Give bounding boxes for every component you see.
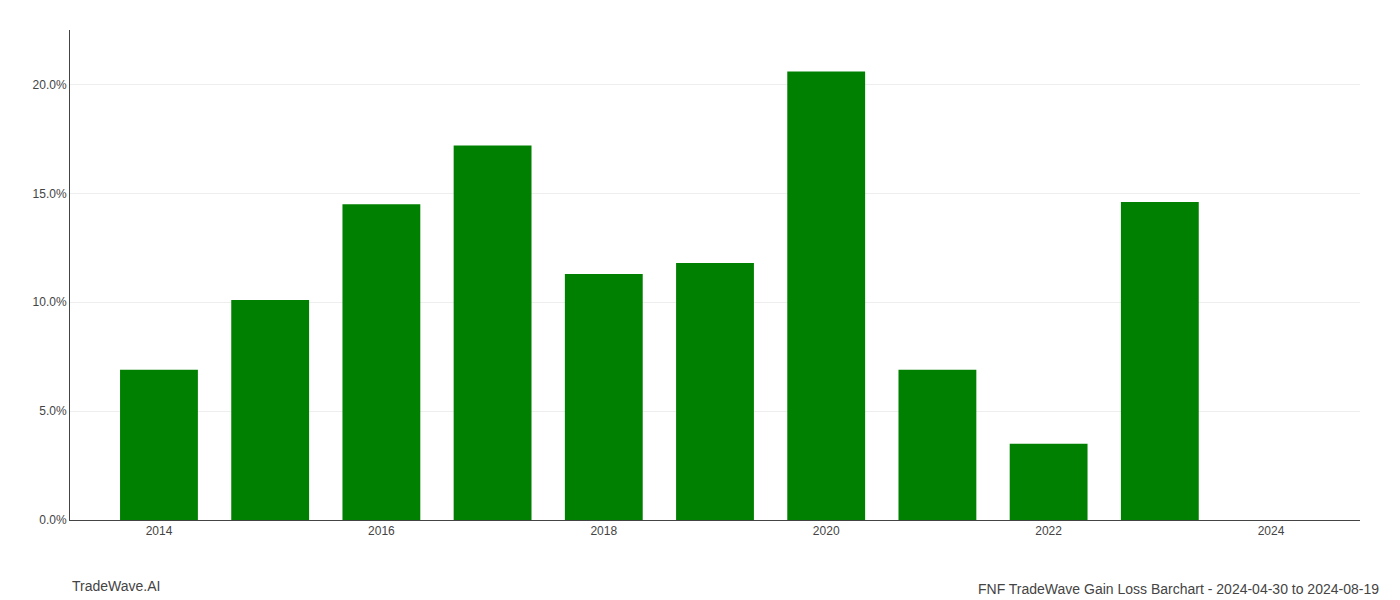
svg-text:2020: 2020 <box>813 524 840 538</box>
svg-text:2022: 2022 <box>1035 524 1062 538</box>
svg-text:2014: 2014 <box>146 524 173 538</box>
svg-text:5.0%: 5.0% <box>39 404 67 418</box>
svg-text:0.0%: 0.0% <box>39 513 67 527</box>
svg-text:2016: 2016 <box>368 524 395 538</box>
svg-text:2024: 2024 <box>1258 524 1285 538</box>
svg-text:15.0%: 15.0% <box>33 187 67 201</box>
svg-text:FNF TradeWave Gain Loss Barcha: FNF TradeWave Gain Loss Barchart - 2024-… <box>978 581 1379 597</box>
svg-text:2018: 2018 <box>590 524 617 538</box>
svg-text:10.0%: 10.0% <box>33 295 67 309</box>
svg-text:20.0%: 20.0% <box>33 78 67 92</box>
svg-text:TradeWave.AI: TradeWave.AI <box>72 578 160 594</box>
